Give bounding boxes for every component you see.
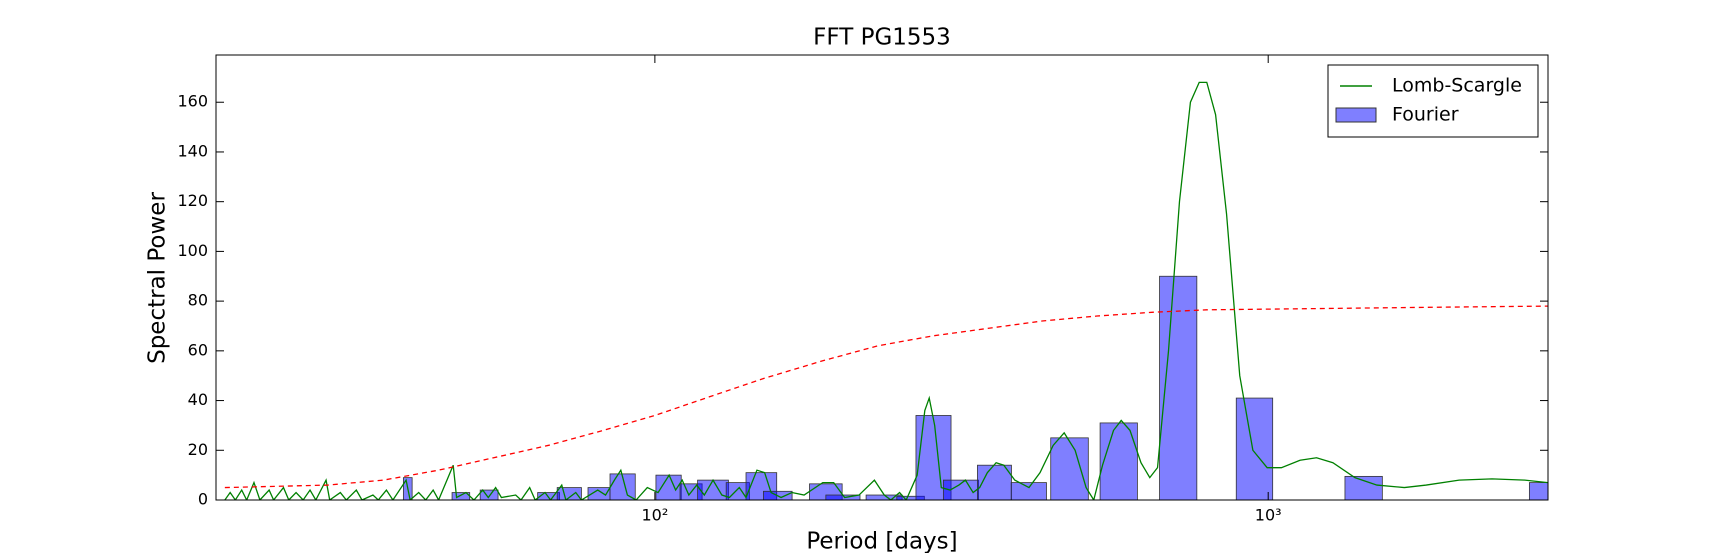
- bar: [1159, 275, 1198, 500]
- y-tick-label: 160: [177, 92, 208, 111]
- y-tick-label: 60: [188, 340, 208, 359]
- threshold-line: [224, 305, 1548, 489]
- legend-label: Fourier: [1392, 104, 1459, 126]
- axes: 0 20 40 60 80 100 120 140 160 10² 10³ Lomb-Scargle F…: [177, 54, 1549, 525]
- y-tick-label: 100: [177, 241, 208, 260]
- chart-title: FFT PG1553: [813, 25, 951, 51]
- line: [224, 81, 1548, 500]
- bar: [697, 479, 729, 500]
- y-tick-label: 20: [188, 440, 208, 459]
- y-tick-label: 0: [198, 490, 208, 509]
- plot-frame: [215, 54, 1549, 501]
- bar: [1528, 482, 1548, 500]
- bar: [479, 489, 499, 500]
- y-axis-label: Spectral Power: [145, 192, 171, 364]
- y-tick-label: 80: [188, 291, 208, 310]
- bar: [1344, 475, 1383, 500]
- bar: [1050, 437, 1089, 500]
- legend-box: [1327, 64, 1539, 138]
- y-tick-label: 40: [188, 390, 208, 409]
- bar: [1235, 397, 1274, 500]
- legend-label: Lomb-Scargle: [1392, 75, 1522, 97]
- y-tick-label: 120: [177, 191, 208, 210]
- legend-swatch: [1335, 107, 1377, 123]
- x-axis-label: Period [days]: [806, 529, 957, 553]
- y-tick-label: 140: [177, 141, 208, 160]
- x-tick-label: 10³: [1255, 506, 1282, 525]
- plot-area: [224, 81, 1548, 500]
- bar: [1010, 482, 1047, 500]
- bar: [977, 464, 1012, 500]
- x-tick-label: 10²: [641, 506, 668, 525]
